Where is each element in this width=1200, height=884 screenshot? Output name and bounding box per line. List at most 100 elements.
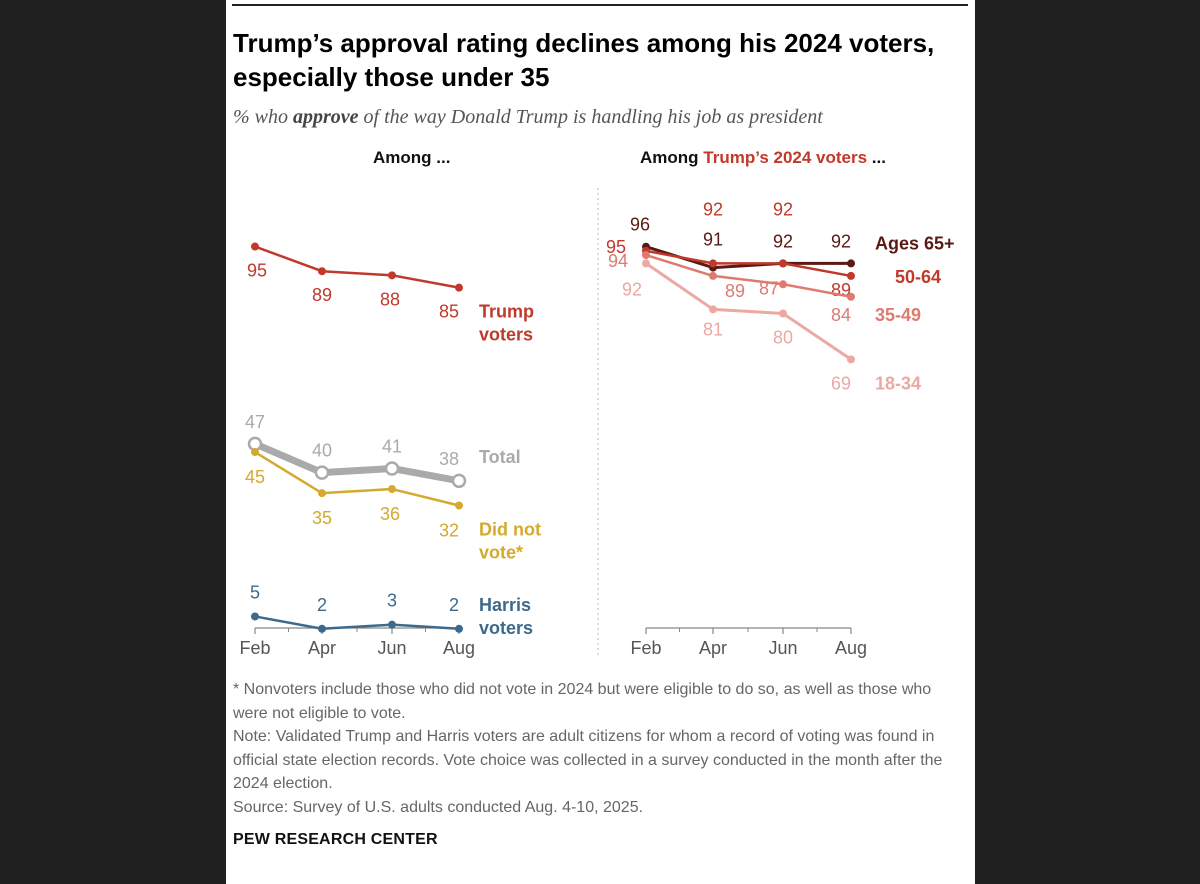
left-series-label-harris-voters: Harris	[479, 595, 531, 615]
source-organization: PEW RESEARCH CENTER	[233, 831, 438, 848]
left-data-label-did-not-vote: 32	[439, 520, 459, 540]
left-point-trump-voters	[251, 242, 259, 251]
left-series-line-harris-voters	[253, 615, 461, 631]
right-point-18-34	[709, 305, 717, 314]
chart-card	[226, 0, 975, 884]
left-series-label-harris-voters: voters	[479, 618, 533, 638]
right-series-label-ages-65: Ages 65+	[875, 233, 955, 253]
left-series-line-trump-voters	[253, 245, 461, 289]
left-point-total	[247, 436, 263, 452]
left-data-label-total: 41	[382, 436, 402, 456]
right-x-tick-label-jun: Jun	[768, 638, 797, 658]
left-panel-heading: Among ...	[373, 148, 451, 167]
right-point-18-34	[779, 309, 787, 318]
left-point-harris-voters	[388, 620, 396, 629]
left-point-total	[451, 473, 467, 489]
right-series-label-50-64: 50-64	[895, 267, 941, 287]
left-series-line-total	[251, 440, 463, 485]
left-data-label-did-not-vote: 45	[245, 467, 265, 487]
left-x-tick-label-aug: Aug	[443, 638, 475, 658]
left-point-trump-voters	[318, 267, 326, 276]
right-series-label-18-34: 18-34	[875, 373, 921, 393]
left-point-did-not-vote	[251, 448, 259, 457]
left-series-line-did-not-vote	[253, 450, 461, 507]
left-data-label-harris-voters: 2	[449, 595, 459, 615]
left-series-label-trump-voters: Trump	[479, 302, 534, 322]
right-x-tick-label-apr: Apr	[699, 638, 727, 658]
left-point-harris-voters	[455, 624, 463, 633]
footnotes: * Nonvoters include those who did not vo…	[233, 678, 963, 819]
right-point-18-34	[642, 259, 650, 268]
left-data-label-harris-voters: 5	[250, 582, 260, 602]
left-data-label-did-not-vote: 35	[312, 508, 332, 528]
left-data-label-trump-voters: 95	[247, 261, 267, 281]
left-data-label-trump-voters: 88	[380, 289, 400, 309]
left-data-label-harris-voters: 3	[387, 591, 397, 611]
right-heading-highlight: Trump’s 2024 voters	[703, 148, 868, 167]
right-x-tick-label-feb: Feb	[630, 638, 661, 658]
right-data-label-ages-65: 92	[773, 231, 793, 251]
left-series-label-total: Total	[479, 447, 521, 467]
left-data-label-total: 40	[312, 441, 332, 461]
left-data-label-did-not-vote: 36	[380, 504, 400, 524]
left-series-label-did-not-vote: Did not	[479, 519, 541, 539]
left-data-label-harris-voters: 2	[317, 595, 327, 615]
chart-subtitle: % who approve of the way Donald Trump is…	[233, 106, 963, 129]
left-point-did-not-vote	[318, 489, 326, 498]
left-series-label-did-not-vote: vote*	[479, 542, 523, 562]
left-point-harris-voters	[251, 612, 259, 621]
right-point-35-49	[847, 292, 855, 301]
footnote-note: Note: Validated Trump and Harris voters …	[233, 728, 943, 792]
right-data-label-50-64: 92	[703, 199, 723, 219]
left-data-label-trump-voters: 85	[439, 302, 459, 322]
left-data-label-trump-voters: 89	[312, 285, 332, 305]
right-data-label-ages-65: 92	[831, 231, 851, 251]
right-data-label-ages-65: 96	[630, 215, 650, 235]
right-series-line-50-64	[644, 249, 853, 278]
right-data-label-35-49: 87	[759, 278, 779, 298]
left-point-trump-voters	[455, 283, 463, 292]
right-point-35-49	[642, 251, 650, 260]
right-data-label-18-34: 80	[773, 328, 793, 348]
right-point-35-49	[709, 271, 717, 280]
left-point-did-not-vote	[455, 501, 463, 510]
footnote-source: Source: Survey of U.S. adults conducted …	[233, 798, 644, 816]
left-x-tick-label-jun: Jun	[377, 638, 406, 658]
left-point-total	[384, 461, 400, 476]
left-data-label-total: 38	[439, 449, 459, 469]
right-data-label-50-64: 92	[773, 199, 793, 219]
right-data-label-18-34: 81	[703, 319, 723, 339]
right-data-label-ages-65: 91	[703, 230, 723, 250]
left-point-harris-voters	[318, 624, 326, 633]
right-data-label-35-49: 94	[608, 251, 628, 271]
top-rule	[232, 4, 968, 6]
right-point-18-34	[847, 355, 855, 364]
right-heading-pre: Among	[640, 148, 704, 167]
footnote-nonvoters: * Nonvoters include those who did not vo…	[233, 681, 932, 722]
right-x-tick-label-aug: Aug	[835, 638, 867, 658]
right-point-ages-65	[847, 259, 855, 268]
left-point-did-not-vote	[388, 485, 396, 494]
right-series-line-35-49	[644, 253, 853, 299]
right-point-50-64	[779, 259, 787, 268]
right-point-50-64	[709, 259, 717, 268]
right-data-label-18-34: 69	[831, 373, 851, 393]
right-panel-heading: Among Trump’s 2024 voters ...	[640, 148, 886, 168]
subtitle-post: of the way Donald Trump is handling his …	[358, 106, 823, 128]
right-data-label-35-49: 89	[725, 281, 745, 301]
left-point-trump-voters	[388, 271, 396, 280]
left-x-tick-label-apr: Apr	[308, 638, 336, 658]
subtitle-bold: approve	[293, 106, 359, 128]
left-data-label-total: 47	[245, 412, 265, 432]
right-data-label-35-49: 84	[831, 305, 851, 325]
left-point-total	[314, 465, 330, 480]
subtitle-pre: % who	[233, 106, 293, 128]
right-heading-post: ...	[867, 148, 886, 167]
left-x-tick-label-feb: Feb	[239, 638, 270, 658]
right-series-label-35-49: 35-49	[875, 305, 921, 325]
right-series-line-18-34	[644, 261, 853, 361]
right-data-label-18-34: 92	[622, 279, 642, 299]
chart-title: Trump’s approval rating declines among h…	[233, 28, 935, 92]
left-series-label-trump-voters: voters	[479, 325, 533, 345]
